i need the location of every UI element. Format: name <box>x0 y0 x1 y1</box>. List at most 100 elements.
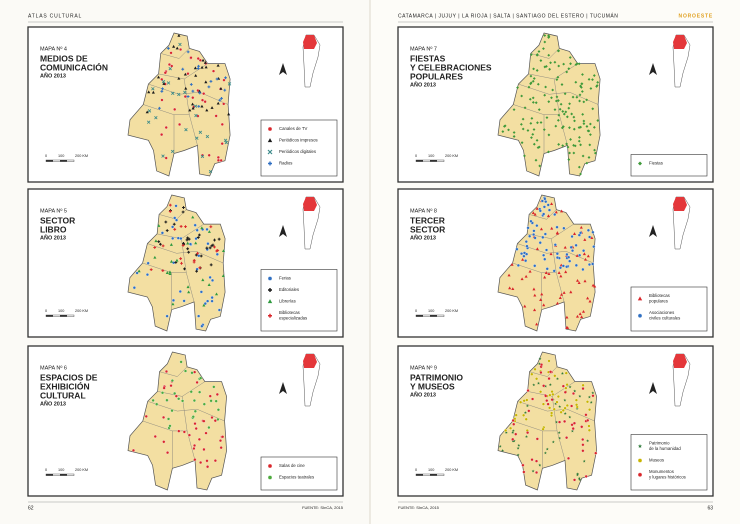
map-point <box>145 273 149 277</box>
scale-label: 200 KM <box>445 468 458 472</box>
map-point <box>511 430 515 434</box>
map-point <box>154 239 158 243</box>
map-point <box>585 98 589 102</box>
map-point <box>206 299 210 303</box>
map-point <box>532 229 536 233</box>
header-left: ATLAS CULTURAL <box>28 13 82 19</box>
map-point <box>213 245 216 249</box>
map-point <box>546 402 550 406</box>
scale-label: 100 <box>428 154 434 158</box>
map-point <box>563 419 567 423</box>
map-point <box>535 224 539 228</box>
legend-label: Bibliotecas <box>649 293 670 298</box>
map-point <box>587 77 591 81</box>
map-point <box>542 205 546 209</box>
map-point <box>535 377 539 381</box>
map-point <box>186 285 190 289</box>
map-point <box>589 87 593 90</box>
map-point <box>529 74 533 78</box>
map-point <box>547 100 551 104</box>
map-point <box>207 85 211 89</box>
map-point <box>195 269 199 273</box>
map-point <box>193 458 197 462</box>
map-title: Y CELEBRACIONES <box>410 62 492 72</box>
map-number: MAPA Nº 5 <box>40 207 67 214</box>
map-point <box>532 232 536 237</box>
map-point <box>524 417 528 421</box>
page-number: 63 <box>707 505 713 511</box>
map-point <box>197 104 201 108</box>
map-point <box>221 435 225 439</box>
map-point <box>218 98 222 102</box>
map-point <box>573 389 577 393</box>
legend-marker <box>267 126 273 132</box>
map-point <box>524 259 528 263</box>
map-point <box>577 139 581 143</box>
scale-label: 100 <box>428 468 434 472</box>
map-point <box>567 255 571 259</box>
map-point <box>193 104 198 108</box>
map-point <box>541 427 545 431</box>
map-point <box>195 136 199 140</box>
map-point <box>178 289 182 294</box>
map-point <box>577 476 581 480</box>
map-point <box>589 133 592 137</box>
legend-marker <box>267 138 273 143</box>
map-point <box>525 435 528 438</box>
map-point <box>516 453 520 457</box>
scale-label: 100 <box>58 154 64 158</box>
map-point <box>516 263 520 267</box>
map-point <box>532 383 536 387</box>
map-point <box>191 96 195 100</box>
map-point <box>586 439 590 443</box>
map-point <box>153 255 157 259</box>
legend-label: Radios <box>279 161 292 166</box>
map-point <box>538 357 542 361</box>
map-point <box>216 408 220 412</box>
map-point <box>564 371 568 375</box>
map-point <box>545 399 549 403</box>
map-point <box>198 89 202 93</box>
map-point <box>516 446 520 450</box>
map-point <box>520 277 524 281</box>
map-point <box>160 133 164 137</box>
north-arrow <box>279 63 287 75</box>
map-point <box>558 436 562 440</box>
map-point <box>568 102 571 106</box>
map-point <box>209 79 213 83</box>
map-point <box>536 82 540 86</box>
map-point <box>544 394 548 398</box>
map-point <box>511 287 515 291</box>
map-point <box>548 393 552 397</box>
map-point <box>552 407 556 411</box>
map-point <box>591 107 595 111</box>
map-point <box>132 286 136 290</box>
map-point <box>545 447 549 451</box>
map-point <box>561 144 565 148</box>
legend-marker <box>637 472 643 477</box>
map-point <box>572 151 576 155</box>
map-point <box>543 257 547 261</box>
map-point <box>217 237 221 241</box>
map-point <box>515 247 519 251</box>
region-highlight <box>303 35 317 49</box>
north-arrow <box>649 63 657 75</box>
map-point <box>198 390 202 394</box>
map-point <box>162 415 166 419</box>
legend-box <box>260 119 338 177</box>
map-point <box>555 252 559 256</box>
map-point <box>591 391 595 395</box>
map-point <box>146 120 151 124</box>
map-point <box>537 50 541 53</box>
map-point <box>565 315 569 319</box>
map-point <box>208 275 212 279</box>
map-point <box>563 245 567 249</box>
map-point <box>572 421 576 425</box>
map-point <box>565 252 569 257</box>
map-point <box>574 263 578 267</box>
province-border <box>529 366 558 377</box>
map-point <box>535 53 539 56</box>
map-point <box>521 117 525 121</box>
map-point <box>200 98 205 102</box>
